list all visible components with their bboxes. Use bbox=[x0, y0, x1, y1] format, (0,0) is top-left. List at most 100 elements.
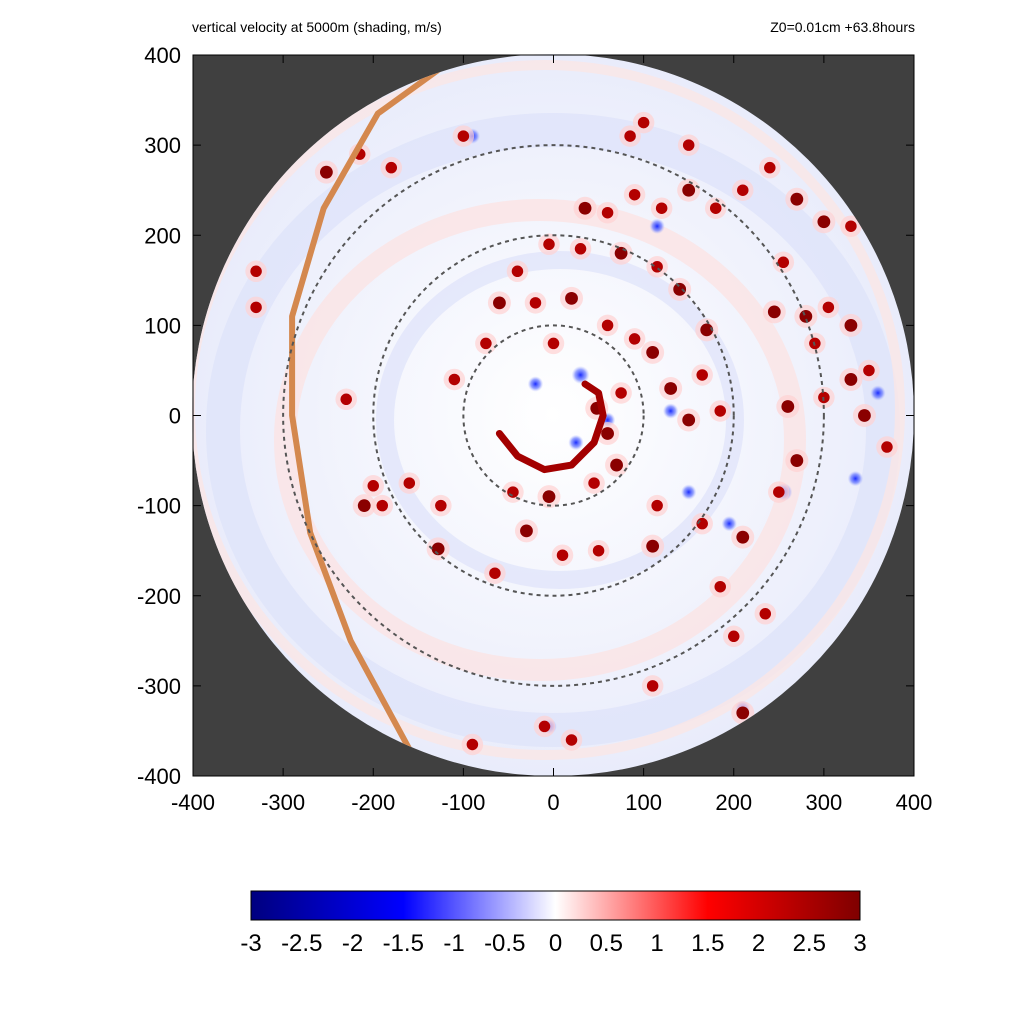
updraft-cell bbox=[790, 192, 804, 206]
updraft-cell bbox=[610, 458, 623, 472]
updraft-cell bbox=[682, 139, 695, 151]
updraft-cell bbox=[664, 382, 678, 395]
updraft-cell bbox=[367, 480, 379, 492]
colorbar-tick-label: -3 bbox=[240, 930, 261, 957]
updraft-cell bbox=[781, 400, 795, 413]
colorbar-tick-label: 2.5 bbox=[793, 930, 826, 957]
x-tick-label: 200 bbox=[715, 790, 752, 815]
x-tick-label: -400 bbox=[171, 790, 215, 815]
updraft-cell bbox=[651, 499, 663, 512]
updraft-cell bbox=[319, 165, 333, 179]
updraft-cell bbox=[790, 454, 804, 467]
y-tick-label: 300 bbox=[144, 133, 181, 158]
updraft-cell bbox=[714, 580, 726, 593]
updraft-cell bbox=[767, 305, 781, 319]
updraft-cell bbox=[250, 265, 262, 278]
x-tick-label: 100 bbox=[625, 790, 662, 815]
updraft-cell bbox=[759, 608, 772, 620]
range-circle-300 bbox=[282, 144, 825, 687]
updraft-cell bbox=[565, 291, 578, 305]
chart-title: vertical velocity at 5000m (shading, m/s… bbox=[192, 19, 442, 35]
updraft-cell bbox=[646, 539, 660, 553]
updraft-cell bbox=[493, 296, 506, 310]
updraft-cell bbox=[376, 499, 389, 512]
y-tick-label: 400 bbox=[144, 43, 181, 68]
updraft-cell bbox=[547, 337, 560, 350]
y-tick-label: -200 bbox=[137, 584, 181, 609]
x-tick-label: 300 bbox=[806, 790, 843, 815]
updraft-cell bbox=[601, 206, 614, 219]
colorbar-tick-label: 3 bbox=[853, 930, 866, 957]
downdraft-cell bbox=[649, 218, 665, 234]
colorbar-tick-label: 0.5 bbox=[590, 930, 623, 957]
x-tick-label: -300 bbox=[261, 790, 305, 815]
colorbar-tick-label: 2 bbox=[752, 930, 765, 957]
updraft-cell bbox=[385, 161, 398, 174]
updraft-cell bbox=[578, 201, 592, 215]
colorbar-tick-label: -2.5 bbox=[281, 930, 322, 957]
updraft-cell bbox=[637, 116, 650, 129]
updraft-cell bbox=[844, 373, 858, 386]
downdraft-cell bbox=[680, 484, 697, 500]
y-tick-label: -300 bbox=[137, 674, 181, 699]
range-circle-100 bbox=[462, 324, 645, 507]
pale-blue-band-inner bbox=[376, 251, 744, 589]
updraft-cell bbox=[489, 567, 501, 579]
updraft-cell bbox=[822, 301, 835, 314]
updraft-cell bbox=[682, 183, 696, 197]
run-info-label: Z0=0.01cm +63.8hours bbox=[770, 19, 915, 35]
updraft-cell bbox=[709, 202, 722, 214]
updraft-cell bbox=[340, 393, 352, 406]
updraft-cell bbox=[588, 477, 600, 489]
updraft-cell bbox=[696, 369, 708, 381]
y-tick-label: 100 bbox=[144, 313, 181, 338]
updraft-cell bbox=[777, 256, 790, 269]
updraft-cell bbox=[250, 301, 262, 314]
updraft-cell bbox=[628, 188, 641, 201]
updraft-cell bbox=[556, 549, 569, 561]
y-tick-label: 200 bbox=[144, 223, 181, 248]
updraft-cell bbox=[624, 130, 636, 142]
x-tick-label: 400 bbox=[896, 790, 933, 815]
downdraft-cell bbox=[721, 515, 737, 532]
colorbar-tick-label: 0 bbox=[549, 930, 562, 957]
range-circle-200 bbox=[372, 234, 735, 597]
updraft-cell bbox=[615, 387, 627, 399]
x-axis: -400 -300 -200 -100 0 100 200 300 400 bbox=[171, 55, 932, 815]
updraft-cell bbox=[646, 680, 659, 692]
updraft-cell bbox=[480, 337, 492, 350]
updraft-cell bbox=[655, 202, 668, 214]
updraft-cell bbox=[773, 486, 785, 498]
y-tick-label: -400 bbox=[137, 764, 181, 789]
orange-track-line bbox=[289, 54, 462, 752]
y-axis: -400 -300 -200 -100 0 100 200 300 400 bbox=[137, 43, 914, 789]
updraft-cell bbox=[858, 409, 871, 422]
updraft-cell bbox=[457, 130, 470, 142]
downdraft-cell bbox=[568, 434, 584, 451]
updraft-cell bbox=[507, 486, 519, 498]
updraft-cell bbox=[529, 297, 542, 309]
x-tick-label: -100 bbox=[441, 790, 485, 815]
colorbar-tick-label: 1 bbox=[650, 930, 663, 957]
updraft-cell bbox=[466, 738, 479, 751]
updraft-cell bbox=[592, 544, 605, 557]
updraft-cell bbox=[728, 630, 740, 643]
range-circles bbox=[282, 144, 825, 687]
updraft-cell bbox=[565, 734, 578, 746]
updraft-cell bbox=[845, 220, 857, 232]
colorbar-tick-label: -2 bbox=[342, 930, 363, 957]
downdraft-cell bbox=[571, 365, 590, 384]
pale-red-band-outer bbox=[192, 60, 905, 760]
y-tick-label: 0 bbox=[169, 404, 181, 429]
updraft-cell bbox=[628, 333, 641, 345]
updraft-cell bbox=[673, 282, 687, 296]
updraft-cell bbox=[520, 524, 533, 538]
updraft-cell bbox=[764, 161, 776, 174]
colorbar-tick-label: 1.5 bbox=[691, 930, 724, 957]
colorbar-tick-label: -0.5 bbox=[484, 930, 525, 957]
updraft-cell bbox=[682, 413, 696, 427]
updraft-cell bbox=[817, 215, 831, 229]
downdraft-cell bbox=[527, 376, 544, 392]
updraft-cell bbox=[714, 405, 726, 417]
